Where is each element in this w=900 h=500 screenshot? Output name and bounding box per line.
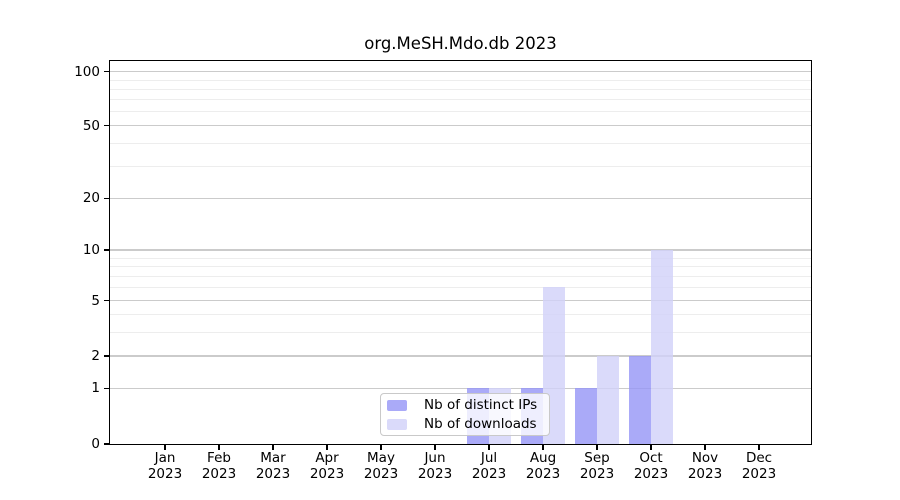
y-tick-label: 2 [91,347,100,364]
bar-downloads [651,250,673,444]
y-gridline-major [110,125,811,127]
x-tick-label: Dec 2023 [741,450,777,482]
y-gridline-minor [110,276,811,278]
x-tick-mark [326,444,328,450]
y-tick-label: 0 [91,436,100,452]
x-tick-mark [164,444,166,450]
x-tick-mark [650,444,652,450]
x-tick-mark [218,444,220,450]
y-gridline-minor [110,166,811,168]
bar-distinct-ips [629,356,651,444]
x-tick-mark [488,444,490,450]
x-tick-mark [380,444,382,450]
y-gridline-minor [110,331,811,333]
legend-swatch-downloads [387,418,407,430]
legend-item-distinct-ips: Nb of distinct IPs [387,397,549,413]
y-tick-label: 50 [82,117,100,134]
y-tick-mark [103,387,110,390]
plot-area [109,60,812,445]
x-tick-mark [272,444,274,450]
x-tick-label: Mar 2023 [255,450,291,482]
y-tick-mark [103,299,110,302]
y-tick-label: 10 [82,242,100,258]
y-gridline-major [110,387,811,389]
y-gridline-minor [110,111,811,113]
legend-label-downloads: Nb of downloads [424,416,537,432]
x-tick-label: Oct 2023 [633,450,669,482]
y-gridline-minor [110,266,811,268]
y-gridline-major [110,71,811,73]
legend: Nb of distinct IPs Nb of downloads [380,393,550,436]
x-tick-label: Jun 2023 [417,450,453,482]
y-gridline-minor [110,79,811,81]
y-gridline-minor [110,99,811,101]
y-gridline-minor [110,89,811,91]
x-tick-label: May 2023 [363,450,399,482]
y-tick-label: 100 [74,63,100,80]
bar-distinct-ips [575,388,597,444]
y-gridline-major [110,197,811,200]
x-tick-label: Jan 2023 [147,450,183,482]
y-tick-mark [103,124,110,127]
y-tick-label: 5 [91,292,100,309]
legend-item-downloads: Nb of downloads [387,416,549,432]
y-tick-mark [103,443,110,445]
bar-downloads [597,356,619,444]
x-tick-mark [434,444,436,450]
legend-label-distinct-ips: Nb of distinct IPs [424,397,538,413]
y-gridline-minor [110,143,811,145]
x-tick-mark [542,444,544,450]
y-gridline-major [110,249,811,251]
y-gridline-major [110,355,811,357]
y-tick-mark [103,70,110,73]
legend-swatch-distinct-ips [387,399,407,411]
y-tick-label: 20 [82,190,100,207]
y-tick-mark [103,197,110,200]
x-tick-mark [596,444,598,450]
y-tick-label: 1 [91,380,100,397]
x-tick-label: Aug 2023 [525,450,561,482]
x-tick-label: Feb 2023 [201,450,237,482]
y-gridline-minor [110,257,811,259]
x-tick-label: Sep 2023 [579,450,615,482]
y-gridline-major [110,300,811,302]
x-tick-label: Apr 2023 [309,450,345,482]
chart-title: org.MeSH.Mdo.db 2023 [364,34,557,53]
y-tick-mark [103,249,110,251]
y-tick-mark [103,355,110,357]
x-tick-label: Nov 2023 [687,450,723,482]
y-gridline-minor [110,287,811,289]
y-gridline-minor [110,314,811,316]
x-tick-mark [704,444,706,450]
x-tick-label: Jul 2023 [471,450,507,482]
x-tick-mark [758,444,760,450]
